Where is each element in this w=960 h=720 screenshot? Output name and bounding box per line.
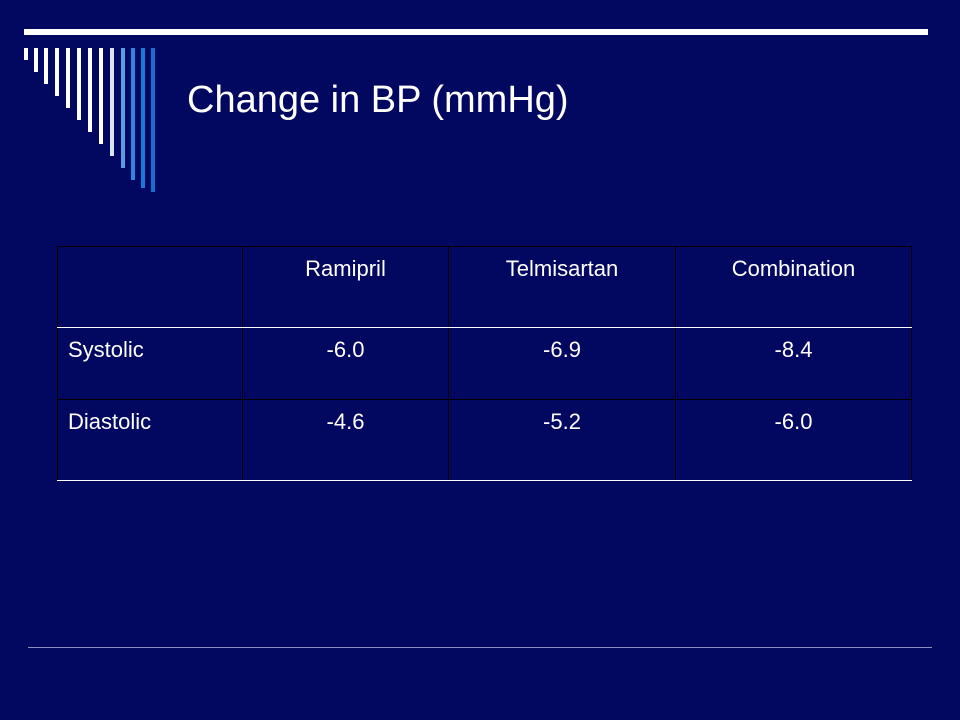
cell-systolic-combination: -8.4	[675, 327, 912, 400]
header-corner-cell	[57, 246, 243, 328]
bp-change-table: Ramipril Telmisartan Combination Systoli…	[57, 246, 912, 481]
column-header-ramipril: Ramipril	[242, 246, 449, 328]
table-row: Systolic -6.0 -6.9 -8.4	[57, 327, 912, 400]
column-header-telmisartan: Telmisartan	[448, 246, 676, 328]
cell-systolic-telmisartan: -6.9	[448, 327, 676, 400]
table-row: Diastolic -4.6 -5.2 -6.0	[57, 399, 912, 481]
cell-systolic-ramipril: -6.0	[242, 327, 449, 400]
cell-diastolic-ramipril: -4.6	[242, 399, 449, 481]
row-label-diastolic: Diastolic	[57, 399, 243, 481]
slide-title: Change in BP (mmHg)	[187, 79, 569, 121]
cell-diastolic-combination: -6.0	[675, 399, 912, 481]
bottom-horizontal-rule	[28, 647, 932, 648]
top-horizontal-rule	[24, 29, 928, 35]
cell-diastolic-telmisartan: -5.2	[448, 399, 676, 481]
row-label-systolic: Systolic	[57, 327, 243, 400]
decorative-stripes	[24, 48, 155, 192]
column-header-combination: Combination	[675, 246, 912, 328]
table-header-row: Ramipril Telmisartan Combination	[57, 246, 912, 328]
